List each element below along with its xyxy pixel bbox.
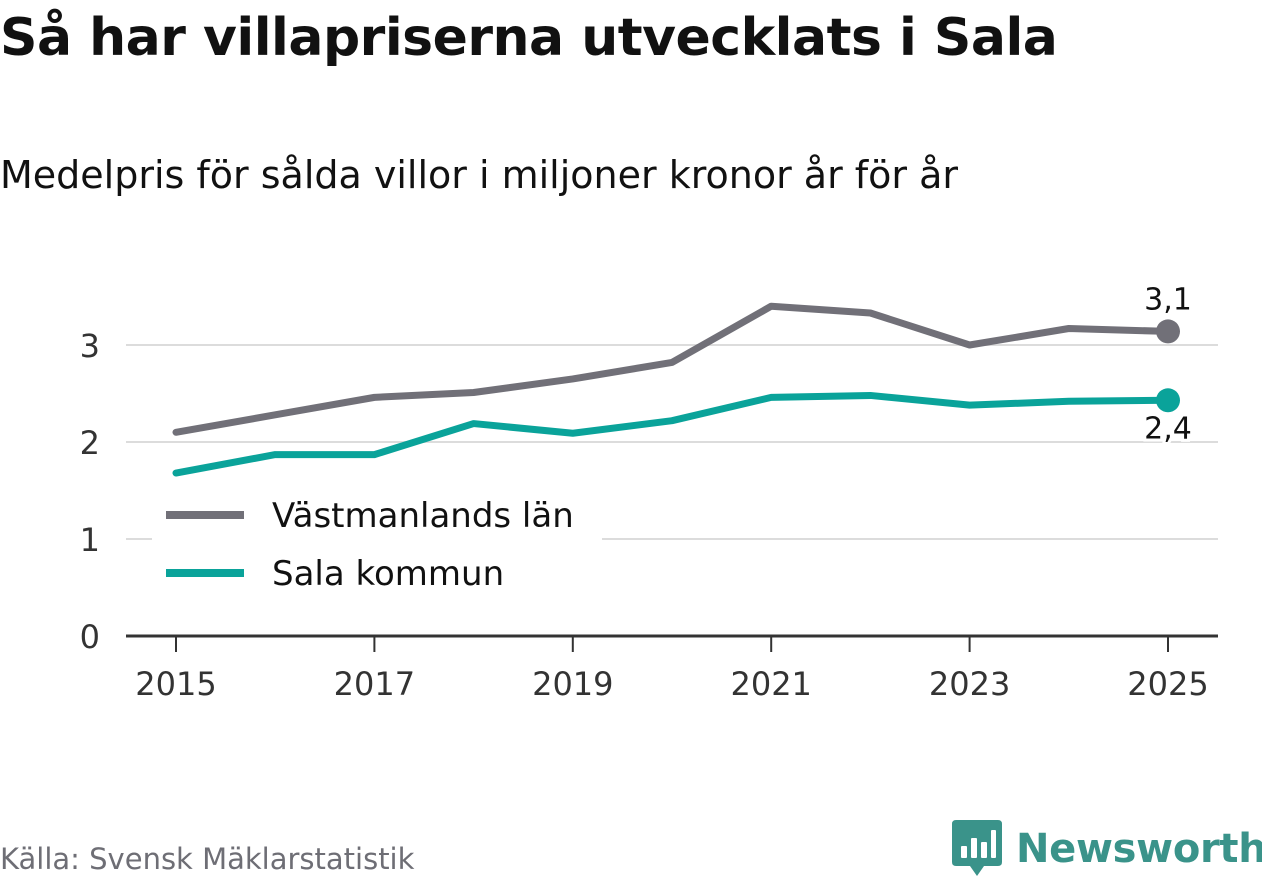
- legend: Västmanlands län Sala kommun: [152, 488, 602, 594]
- brand-name: Newsworthy: [1016, 826, 1262, 872]
- x-axis: 2015 2017 2019 2021 2023 2025: [126, 634, 1218, 703]
- series-line-sala-kommun: [172, 391, 1172, 477]
- series-end-point: [1156, 388, 1180, 413]
- data-label: 2,4: [1144, 411, 1192, 446]
- series-layer: 3,1 2,4: [172, 279, 1195, 477]
- x-tick-label: 2025: [1127, 665, 1208, 703]
- y-tick-label: 3: [80, 327, 100, 365]
- y-tick-label: 2: [80, 424, 100, 462]
- source-note: Källa: Svensk Mäklarstatistik: [0, 842, 415, 876]
- x-tick-label: 2019: [532, 665, 613, 703]
- x-tick-label: 2021: [730, 665, 811, 703]
- x-tick-label: 2015: [135, 665, 216, 703]
- y-tick-label: 0: [80, 618, 100, 656]
- series-line-vastmanlands-lan: [172, 302, 1172, 436]
- x-tick-label: 2017: [334, 665, 415, 703]
- y-tick-label: 1: [80, 521, 100, 559]
- x-tick-label: 2023: [929, 665, 1010, 703]
- chart-title: Så har villapriserna utvecklats i Sala: [0, 8, 1058, 68]
- legend-label: Västmanlands län: [272, 496, 574, 536]
- series-end-point: [1156, 319, 1180, 344]
- legend-label: Sala kommun: [272, 554, 504, 594]
- grid-layer: 0 1 2 3: [80, 327, 1218, 656]
- data-label: 3,1: [1144, 282, 1192, 317]
- chart-subtitle: Medelpris för sålda villor i miljoner kr…: [0, 153, 959, 197]
- bar-chart-icon: [952, 820, 1002, 876]
- brand-logo: Newsworthy: [952, 820, 1262, 878]
